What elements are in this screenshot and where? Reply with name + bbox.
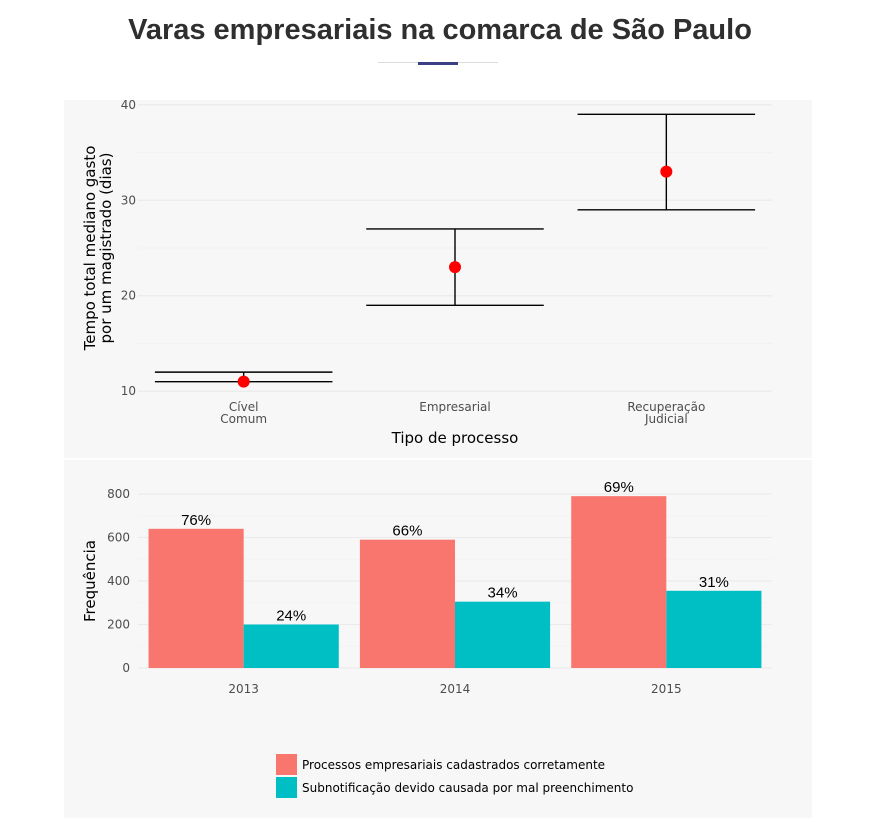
bottom-y-tick-label: 200	[107, 618, 130, 632]
top-y-tick-label: 30	[121, 193, 136, 207]
bar	[571, 496, 667, 668]
bar-data-label: 31%	[699, 574, 729, 591]
legend-item-correct: Processos empresariais cadastrados corre…	[276, 753, 633, 776]
bar	[243, 624, 339, 668]
bar	[455, 601, 551, 668]
bottom-x-tick-label: 2015	[651, 682, 682, 696]
errorbar-chart: 10 20 30 40 Cível Comum Empresarial Recuperação…	[81, 98, 772, 447]
legend: Processos empresariais cadastrados corre…	[276, 753, 633, 799]
bottom-x-tick-label: 2014	[440, 682, 471, 696]
bottom-y-tick-label: 600	[107, 531, 130, 545]
top-x-axis-title: Tipo de processo	[391, 429, 519, 447]
bar-data-label: 66%	[392, 523, 422, 540]
legend-swatch-correct	[276, 754, 297, 775]
legend-swatch-underreported	[276, 777, 297, 798]
bottom-y-axis-title: Frequência	[81, 540, 99, 622]
bottom-x-tick-label: 2013	[228, 682, 259, 696]
bottom-y-tick-label: 800	[107, 487, 130, 501]
top-y-tick-label: 20	[121, 289, 136, 303]
title-accent-bar	[418, 62, 458, 65]
legend-label-correct: Processos empresariais cadastrados corre…	[302, 757, 606, 772]
panel-separator	[64, 458, 812, 460]
legend-label-underreported: Subnotificação devido causada por mal pr…	[302, 780, 634, 795]
legend-item-underreported: Subnotificação devido causada por mal pr…	[276, 776, 633, 799]
median-point	[449, 261, 461, 274]
bottom-y-tick-label: 0	[122, 661, 130, 675]
top-y-axis-title: Tempo total mediano gastopor um magistra…	[81, 146, 115, 352]
bar-data-label: 69%	[604, 479, 634, 496]
bar-data-label: 34%	[488, 585, 518, 602]
bottom-y-tick-label: 400	[107, 574, 130, 588]
bar	[666, 590, 762, 668]
bar-data-label: 24%	[276, 608, 306, 625]
top-y-tick-label: 10	[121, 384, 136, 398]
top-y-tick-label: 40	[121, 98, 136, 112]
page-title: Varas empresariais na comarca de São Pau…	[128, 14, 752, 46]
median-point	[237, 375, 250, 388]
median-point	[660, 165, 673, 178]
bar-chart: 0 200 400 600 800 76% 24% 2013 66% 34% 2014 69% 31% 2…	[81, 479, 772, 696]
bar-data-label: 76%	[181, 512, 211, 529]
bar	[359, 539, 455, 668]
bar	[148, 528, 244, 668]
top-x-tick-label: Empresarial	[419, 400, 491, 414]
top-x-tick-label: Recuperação Judicial	[627, 400, 705, 426]
top-x-tick-label: Cível Comum	[220, 400, 267, 426]
